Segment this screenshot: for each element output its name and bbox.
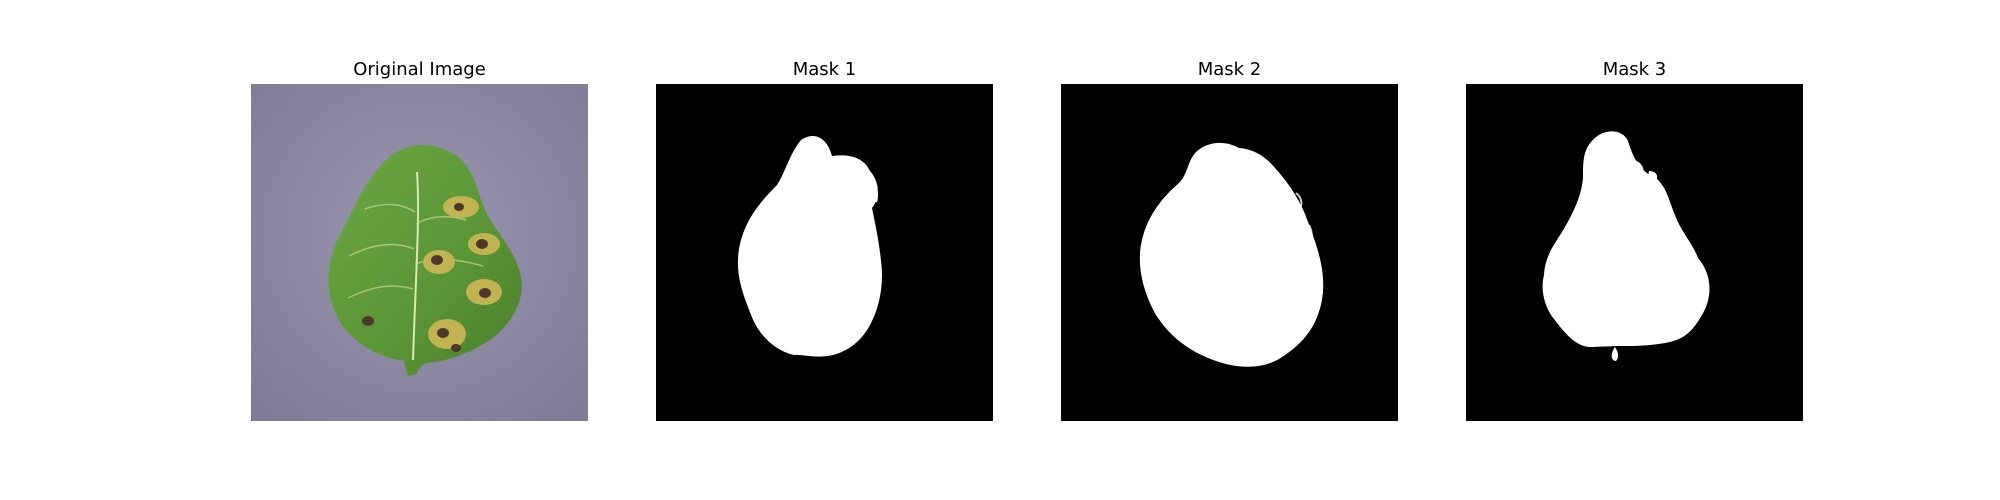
mask-2-panel: Mask 2 [1061, 58, 1398, 423]
leaf-midrib [412, 171, 420, 361]
panel-title: Mask 1 [792, 59, 857, 80]
lesion-spot [476, 239, 488, 249]
mask-region [737, 135, 882, 357]
mask-1-image [656, 84, 993, 421]
leaf-veins [347, 203, 484, 299]
lesion-spot [431, 255, 443, 265]
lesion-spot [479, 288, 491, 298]
mask-region [1542, 131, 1710, 347]
mask-1-panel: Mask 1 [656, 58, 993, 423]
lesion-spot [454, 203, 464, 211]
mask-fragment [1611, 347, 1619, 361]
mask-fragment [1648, 171, 1658, 182]
mask-edge-detail [1295, 192, 1320, 290]
panel-title: Mask 2 [1197, 59, 1262, 80]
lesion-spot [437, 328, 449, 338]
original-image-panel: Original Image [251, 58, 588, 423]
mask-region [1139, 142, 1324, 367]
lesion-spot [362, 316, 374, 326]
mask-2-image [1061, 84, 1398, 421]
lesion-spot [451, 344, 461, 352]
mask-3-image [1466, 84, 1803, 421]
mask-fragment [1633, 160, 1644, 175]
mask-3-panel: Mask 3 [1466, 58, 1803, 423]
mask-edge-detail [873, 181, 879, 203]
original-leaf-image [251, 84, 588, 421]
panel-title: Mask 3 [1602, 59, 1667, 80]
panel-title: Original Image [353, 59, 486, 80]
